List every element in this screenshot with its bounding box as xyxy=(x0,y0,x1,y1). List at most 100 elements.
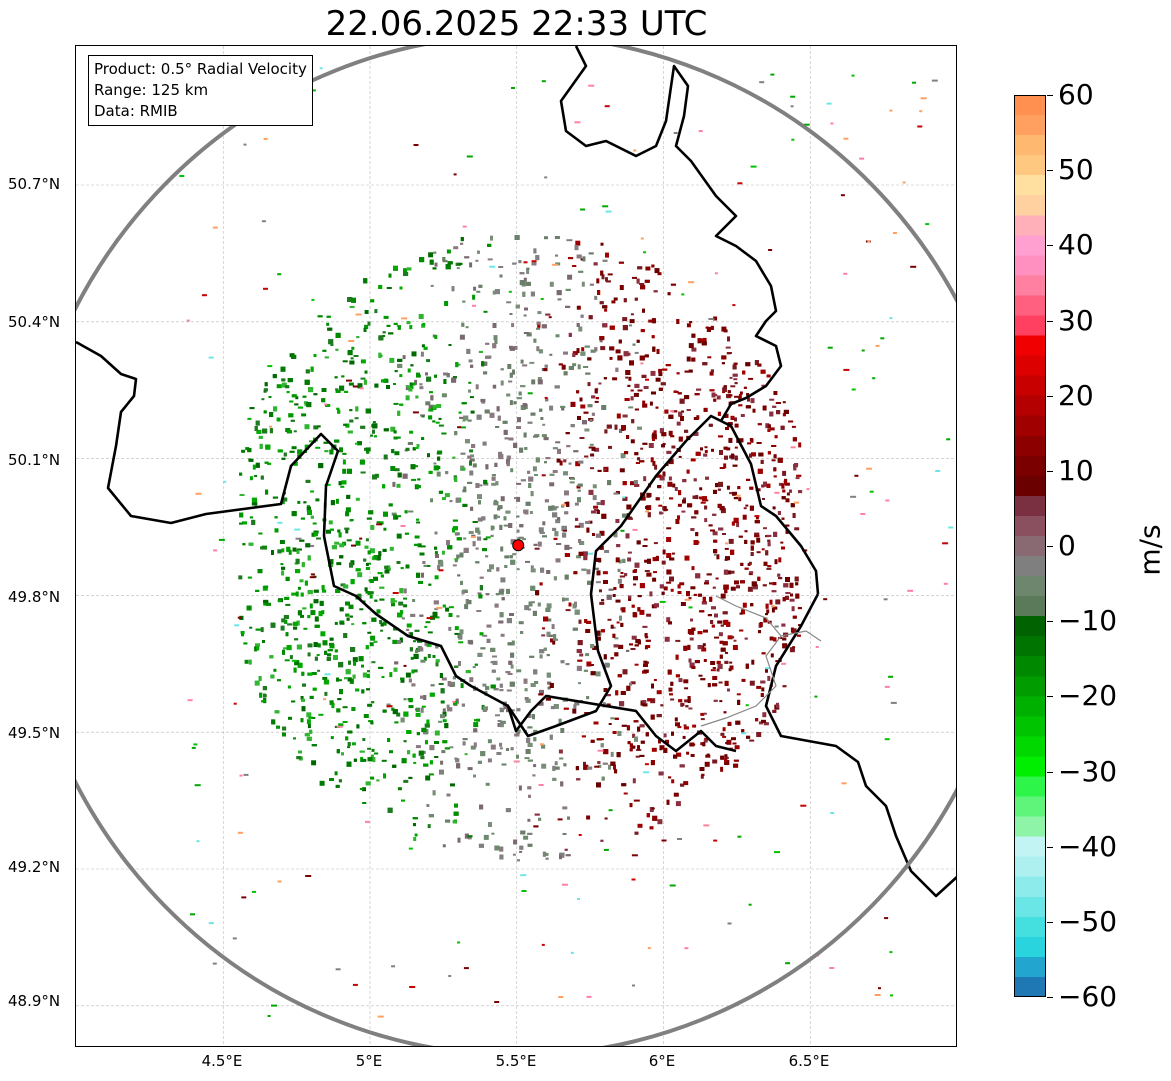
velocity-echo-cell xyxy=(389,750,393,754)
velocity-echo-cell xyxy=(289,450,295,453)
velocity-echo-cell xyxy=(527,786,532,790)
velocity-echo-cell xyxy=(305,369,310,374)
velocity-echo-cell xyxy=(534,681,539,684)
velocity-echo-cell xyxy=(365,408,371,414)
velocity-echo-cell xyxy=(783,480,787,485)
velocity-echo-cell xyxy=(486,624,492,628)
velocity-echo-cell xyxy=(658,368,663,373)
velocity-echo-cell xyxy=(360,425,366,429)
velocity-echo-cell xyxy=(313,589,319,593)
velocity-echo-cell xyxy=(399,588,404,594)
velocity-echo-cell xyxy=(623,351,629,357)
velocity-echo-cell xyxy=(590,664,594,666)
velocity-echo-cell xyxy=(285,385,290,389)
velocity-echo-cell xyxy=(393,667,398,672)
radar-map[interactable] xyxy=(75,45,957,1047)
velocity-echo-cell xyxy=(698,674,703,677)
velocity-echo-cell xyxy=(420,351,424,357)
velocity-echo-cell xyxy=(502,420,508,424)
velocity-echo-cell xyxy=(249,626,253,629)
velocity-echo-cell xyxy=(525,698,531,703)
velocity-echo-cell xyxy=(744,530,748,533)
velocity-echo-cell xyxy=(530,683,536,687)
velocity-echo-cell xyxy=(608,809,613,812)
velocity-echo-cell xyxy=(367,670,370,673)
velocity-echo-cell xyxy=(263,599,269,603)
velocity-echo-cell xyxy=(343,423,348,426)
velocity-echo-cell xyxy=(646,493,652,498)
velocity-echo-cell xyxy=(300,614,304,618)
velocity-echo-cell xyxy=(596,782,601,788)
velocity-echo-cell xyxy=(560,728,565,733)
velocity-echo-cell xyxy=(697,645,703,650)
velocity-echo-cell xyxy=(630,481,634,486)
velocity-echo-cell xyxy=(246,605,252,611)
velocity-echo-cell xyxy=(619,285,624,290)
velocity-echo-cell xyxy=(663,733,667,738)
velocity-echo-cell xyxy=(775,402,781,404)
velocity-echo-cell xyxy=(442,740,448,744)
velocity-echo-cell xyxy=(434,756,439,758)
velocity-echo-cell xyxy=(545,857,549,860)
velocity-echo-cell xyxy=(416,444,420,448)
info-source: Data: RMIB xyxy=(94,102,178,120)
velocity-echo-cell xyxy=(472,294,476,300)
velocity-echo-cell xyxy=(264,585,269,588)
velocity-echo-cell xyxy=(702,742,706,747)
velocity-echo-cell xyxy=(524,447,528,450)
velocity-echo-cell xyxy=(674,717,678,722)
velocity-echo-cell xyxy=(576,323,580,327)
velocity-echo-cell xyxy=(714,613,718,618)
velocity-echo-cell xyxy=(477,760,482,764)
velocity-echo-cell xyxy=(889,317,893,320)
velocity-echo-cell xyxy=(605,280,611,283)
region-border xyxy=(700,595,782,727)
velocity-echo-cell xyxy=(392,481,396,487)
velocity-echo-cell xyxy=(335,498,339,504)
velocity-echo-cell xyxy=(449,500,453,503)
velocity-echo-cell xyxy=(319,67,323,70)
velocity-echo-cell xyxy=(568,547,573,549)
velocity-echo-cell xyxy=(738,497,742,502)
velocity-echo-cell xyxy=(301,562,305,568)
velocity-echo-cell xyxy=(390,426,396,432)
velocity-echo-cell xyxy=(434,575,439,580)
velocity-echo-cell xyxy=(470,745,476,750)
velocity-echo-cell xyxy=(664,409,669,414)
velocity-echo-cell xyxy=(789,647,795,653)
velocity-echo-cell xyxy=(642,403,648,408)
velocity-echo-cell xyxy=(406,628,410,631)
velocity-echo-cell xyxy=(601,599,605,602)
velocity-echo-cell xyxy=(796,634,801,637)
velocity-echo-cell xyxy=(762,405,767,411)
velocity-echo-cell xyxy=(575,461,581,467)
velocity-echo-cell xyxy=(637,457,641,461)
velocity-echo-cell xyxy=(602,762,608,765)
velocity-echo-cell xyxy=(642,700,647,704)
velocity-echo-cell xyxy=(271,550,274,555)
velocity-echo-cell xyxy=(600,500,605,506)
velocity-echo-cell xyxy=(475,259,479,262)
velocity-echo-cell xyxy=(758,452,764,457)
velocity-echo-cell xyxy=(747,586,753,592)
velocity-echo-cell xyxy=(472,666,476,669)
velocity-echo-cell xyxy=(539,689,544,694)
velocity-echo-cell xyxy=(269,412,274,417)
colorbar-tick-label: 60 xyxy=(1058,78,1094,111)
velocity-echo-cell xyxy=(789,582,794,588)
velocity-echo-cell xyxy=(663,506,667,512)
velocity-echo-cell xyxy=(729,376,733,379)
velocity-echo-cell xyxy=(585,653,590,657)
velocity-echo-cell xyxy=(413,837,417,841)
velocity-echo-cell xyxy=(791,138,795,141)
velocity-echo-cell xyxy=(588,552,594,555)
velocity-echo-cell xyxy=(772,506,776,510)
velocity-echo-cell xyxy=(619,468,625,473)
velocity-echo-cell xyxy=(553,704,559,709)
velocity-echo-cell xyxy=(244,659,249,664)
velocity-echo-cell xyxy=(532,714,535,720)
velocity-echo-cell xyxy=(566,239,573,242)
velocity-echo-cell xyxy=(410,656,414,660)
velocity-echo-cell xyxy=(361,689,365,694)
velocity-echo-cell xyxy=(599,589,602,593)
